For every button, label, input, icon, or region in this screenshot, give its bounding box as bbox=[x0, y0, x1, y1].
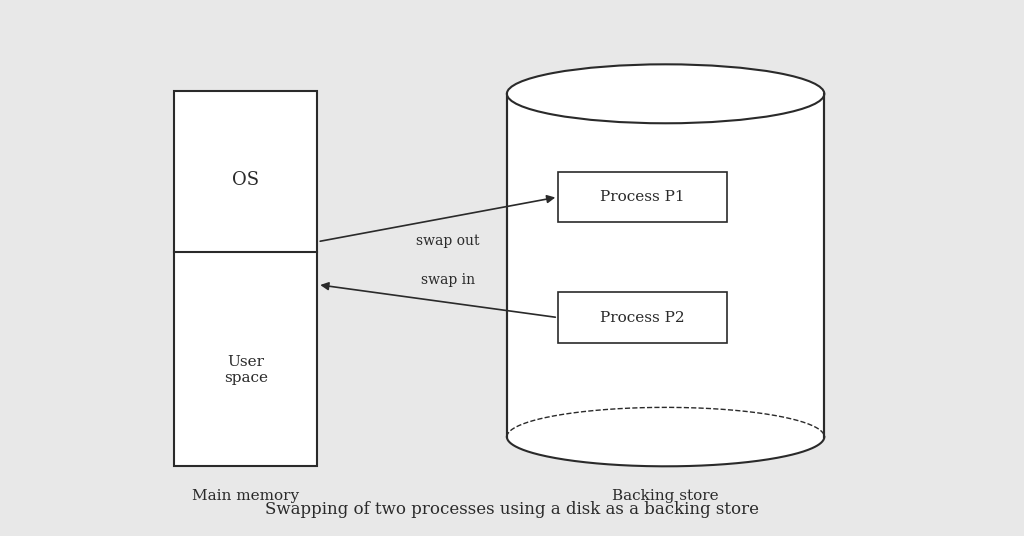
Bar bbox=[174, 91, 317, 466]
Bar bbox=[558, 172, 727, 222]
Text: Main memory: Main memory bbox=[193, 489, 299, 503]
Text: Backing store: Backing store bbox=[612, 489, 719, 503]
Text: Process P1: Process P1 bbox=[600, 190, 685, 204]
Text: swap out: swap out bbox=[416, 234, 480, 248]
Text: Swapping of two processes using a disk as a backing store: Swapping of two processes using a disk a… bbox=[265, 501, 759, 518]
Text: User
space: User space bbox=[224, 355, 267, 385]
Bar bbox=[507, 94, 824, 437]
Bar bbox=[558, 292, 727, 343]
Ellipse shape bbox=[507, 64, 824, 123]
Text: OS: OS bbox=[232, 171, 259, 189]
Text: Process P2: Process P2 bbox=[600, 310, 685, 325]
Text: swap in: swap in bbox=[421, 273, 475, 287]
Ellipse shape bbox=[507, 407, 824, 466]
